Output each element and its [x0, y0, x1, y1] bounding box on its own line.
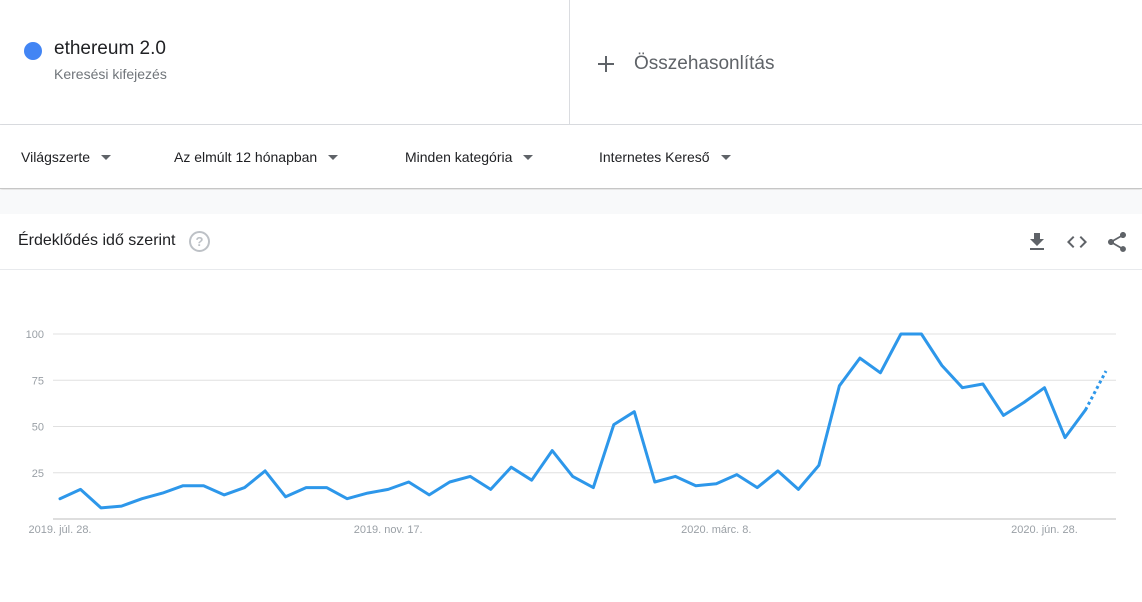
- card-title: Érdeklődés idő szerint: [18, 232, 176, 249]
- help-icon[interactable]: ?: [189, 231, 210, 252]
- search-term-card[interactable]: ethereum 2.0 Keresési kifejezés: [0, 0, 570, 125]
- x-tick-label: 2020. márc. 8.: [681, 524, 751, 536]
- x-tick-label: 2020. jún. 28.: [1011, 524, 1078, 536]
- caret-down-icon: [720, 155, 731, 160]
- term-type-label: Keresési kifejezés: [54, 66, 167, 82]
- y-tick-label: 75: [32, 375, 44, 387]
- compare-button[interactable]: Összehasonlítás: [596, 50, 774, 78]
- chart-series: [58, 332, 1108, 510]
- y-tick-label: 50: [32, 422, 44, 434]
- y-tick-label: 25: [32, 468, 44, 480]
- category-label: Minden kategória: [405, 149, 513, 165]
- caret-down-icon: [328, 155, 339, 160]
- time-range-dropdown[interactable]: Az elmúlt 12 hónapban: [174, 147, 339, 167]
- category-dropdown[interactable]: Minden kategória: [405, 147, 534, 167]
- term-name[interactable]: ethereum 2.0: [54, 38, 166, 59]
- search-type-label: Internetes Kereső: [599, 149, 710, 165]
- y-tick-label: 100: [26, 329, 44, 341]
- series-line-partial: [1084, 370, 1108, 411]
- card-header: Érdeklődés idő szerint ?: [0, 214, 1142, 270]
- y-axis-ticks: 25 50 75 100: [26, 329, 44, 480]
- region-dropdown[interactable]: Világszerte: [21, 147, 112, 167]
- caret-down-icon: [101, 155, 112, 160]
- interest-over-time-card: Érdeklődés idő szerint ?: [0, 214, 1142, 602]
- search-type-dropdown[interactable]: Internetes Kereső: [599, 147, 731, 167]
- x-tick-label: 2019. nov. 17.: [354, 524, 423, 536]
- download-icon[interactable]: [1025, 230, 1049, 254]
- x-tick-label: 2019. júl. 28.: [29, 524, 92, 536]
- filter-bar: Világszerte Az elmúlt 12 hónapban Minden…: [0, 125, 1142, 189]
- share-icon[interactable]: [1105, 230, 1129, 254]
- time-range-label: Az elmúlt 12 hónapban: [174, 149, 318, 165]
- embed-icon[interactable]: [1065, 230, 1089, 254]
- compare-label: Összehasonlítás: [634, 53, 775, 74]
- region-label: Világszerte: [21, 149, 91, 165]
- search-terms-row: ethereum 2.0 Keresési kifejezés Összehas…: [0, 0, 1142, 125]
- caret-down-icon: [523, 155, 534, 160]
- section-separator: [0, 190, 1142, 214]
- x-axis-ticks: 2019. júl. 28. 2019. nov. 17. 2020. márc. …: [29, 524, 1078, 536]
- series-line: [58, 332, 1087, 510]
- term-color-dot: [24, 42, 42, 60]
- chart-gridlines: [53, 333, 1116, 520]
- plus-icon: [596, 54, 616, 74]
